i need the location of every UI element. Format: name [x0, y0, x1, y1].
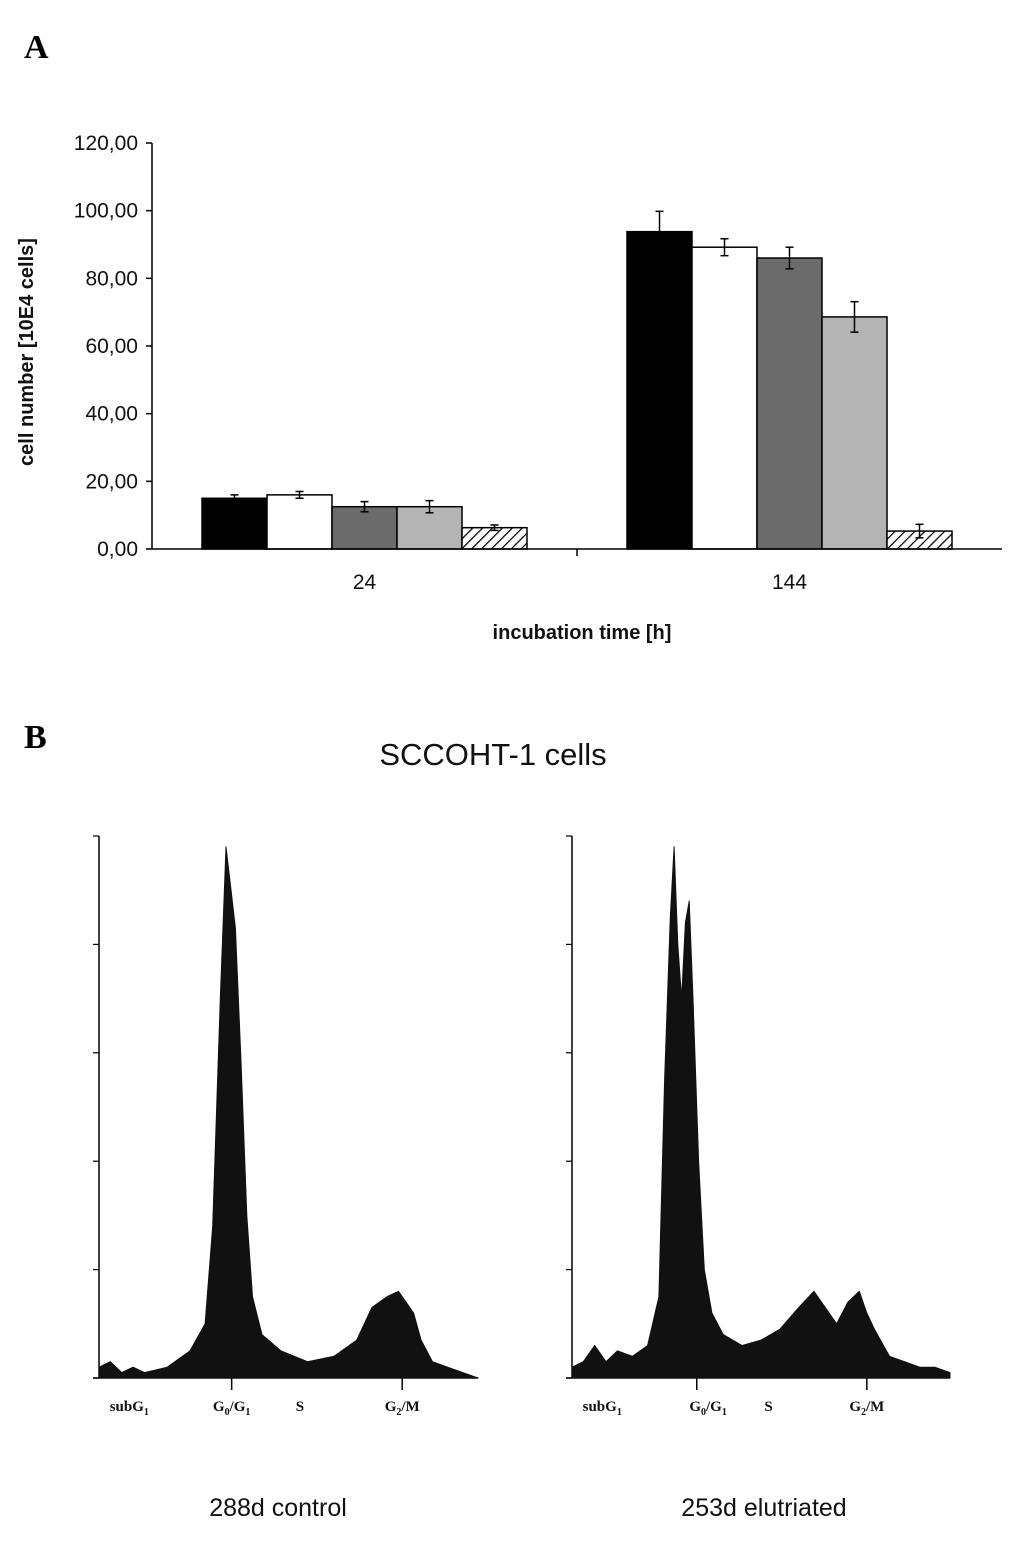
bar	[331, 505, 398, 550]
bar	[266, 494, 333, 550]
caption-elutriated: 253d elutriated	[681, 1494, 846, 1522]
phase-label: subG1	[110, 1399, 149, 1418]
histogram-title: SCCOHT-1 cells	[379, 737, 606, 772]
bar	[756, 257, 823, 550]
y-tick-label: 100,00	[74, 200, 138, 223]
phase-label: subG1	[583, 1399, 622, 1418]
y-tick-label: 20,00	[85, 470, 138, 493]
histogram-area	[98, 846, 479, 1379]
phase-label: S	[296, 1399, 304, 1415]
histogram-elutriated: subG1 G0/G1 S G2/M	[566, 835, 951, 1418]
y-tick-label: 40,00	[85, 403, 138, 426]
phase-label: G2/M	[849, 1399, 884, 1418]
phase-label: G0/G1	[689, 1399, 727, 1418]
phase-label: S	[764, 1399, 772, 1415]
x-axis-title: incubation time [h]	[493, 622, 672, 644]
bar	[201, 497, 268, 550]
x-axis-tick-labels: 24 144	[353, 549, 807, 594]
y-tick-label: 80,00	[85, 267, 138, 290]
y-tick-label: 60,00	[85, 335, 138, 358]
bar-series-group	[201, 210, 953, 550]
y-tick-label: 120,00	[74, 132, 138, 155]
phase-label: G0/G1	[213, 1399, 251, 1418]
bar	[626, 230, 693, 550]
panel-b-label: B	[24, 719, 47, 756]
phase-label: G2/M	[385, 1399, 420, 1418]
y-tick-label: 0,00	[97, 538, 138, 561]
x-tick-label: 144	[772, 571, 807, 594]
bar	[821, 316, 888, 550]
y-axis-title: cell number [10E4 cells]	[16, 238, 38, 466]
histogram-control: subG1 G0/G1 S G2/M	[93, 835, 479, 1418]
y-axis-ticks: 0,00 20,00 40,00 60,00 80,00 100,00 120,00	[74, 132, 152, 561]
caption-control: 288d control	[209, 1494, 347, 1522]
bar	[691, 246, 758, 550]
panel-a-label: A	[24, 29, 49, 66]
bar-chart-cell-number: 0,00 20,00 40,00 60,00 80,00 100,00 120,00 24 1…	[16, 132, 1002, 644]
histogram-area	[571, 846, 951, 1379]
x-tick-label: 24	[353, 571, 377, 594]
